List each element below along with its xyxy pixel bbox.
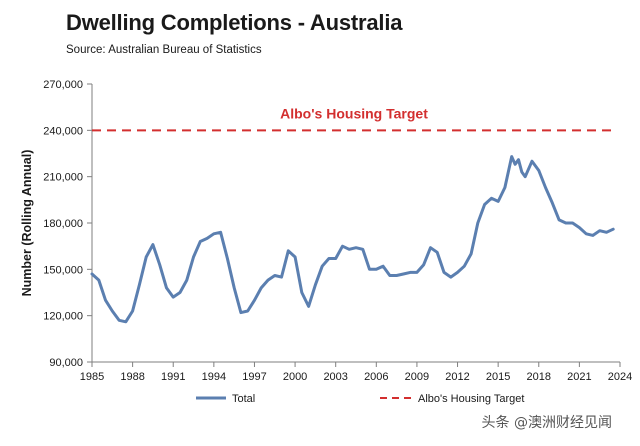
y-tick-label: 150,000 bbox=[43, 264, 83, 276]
y-tick-label: 180,000 bbox=[43, 218, 83, 230]
chart-source: Source: Australian Bureau of Statistics bbox=[66, 44, 262, 56]
chart-title: Dwelling Completions - Australia bbox=[66, 10, 403, 35]
x-tick-label: 1988 bbox=[120, 371, 144, 383]
x-tick-label: 2021 bbox=[567, 371, 591, 383]
legend: Total Albo's Housing Target bbox=[196, 393, 524, 405]
y-tick-label: 240,000 bbox=[43, 125, 83, 137]
x-tick-label: 2012 bbox=[445, 371, 469, 383]
y-tick-label: 120,000 bbox=[43, 311, 83, 323]
x-tick-label: 2009 bbox=[405, 371, 429, 383]
x-axis: 1985 1988 1991 1994 1997 2000 2003 2006 2009 2012… bbox=[80, 361, 632, 383]
y-tick-label: 90,000 bbox=[49, 357, 83, 369]
series-line-total bbox=[90, 155, 615, 324]
x-tick-label: 2018 bbox=[527, 371, 551, 383]
watermark: 头条 @澳洲财经见闻 bbox=[481, 415, 612, 431]
y-tick-label: 210,000 bbox=[43, 172, 83, 184]
y-axis: 90,000 120,000 150,000 180,000 210,000 240,00… bbox=[43, 79, 93, 369]
x-tick-label: 1997 bbox=[242, 371, 266, 383]
target-annotation: Albo's Housing Target bbox=[280, 105, 428, 121]
x-tick-label: 1991 bbox=[161, 371, 185, 383]
y-tick-label: 270,000 bbox=[43, 79, 83, 91]
x-tick-label: 2006 bbox=[364, 371, 388, 383]
legend-label-total: Total bbox=[232, 393, 255, 405]
y-axis-label: Number (Rolling Annual) bbox=[20, 150, 34, 297]
x-tick-label: 2003 bbox=[323, 371, 347, 383]
x-tick-label: 2000 bbox=[283, 371, 307, 383]
legend-label-target: Albo's Housing Target bbox=[418, 393, 524, 405]
x-tick-label: 1985 bbox=[80, 371, 104, 383]
x-tick-label: 2015 bbox=[486, 371, 510, 383]
x-tick-label: 2024 bbox=[608, 371, 632, 383]
x-tick-label: 1994 bbox=[202, 371, 226, 383]
